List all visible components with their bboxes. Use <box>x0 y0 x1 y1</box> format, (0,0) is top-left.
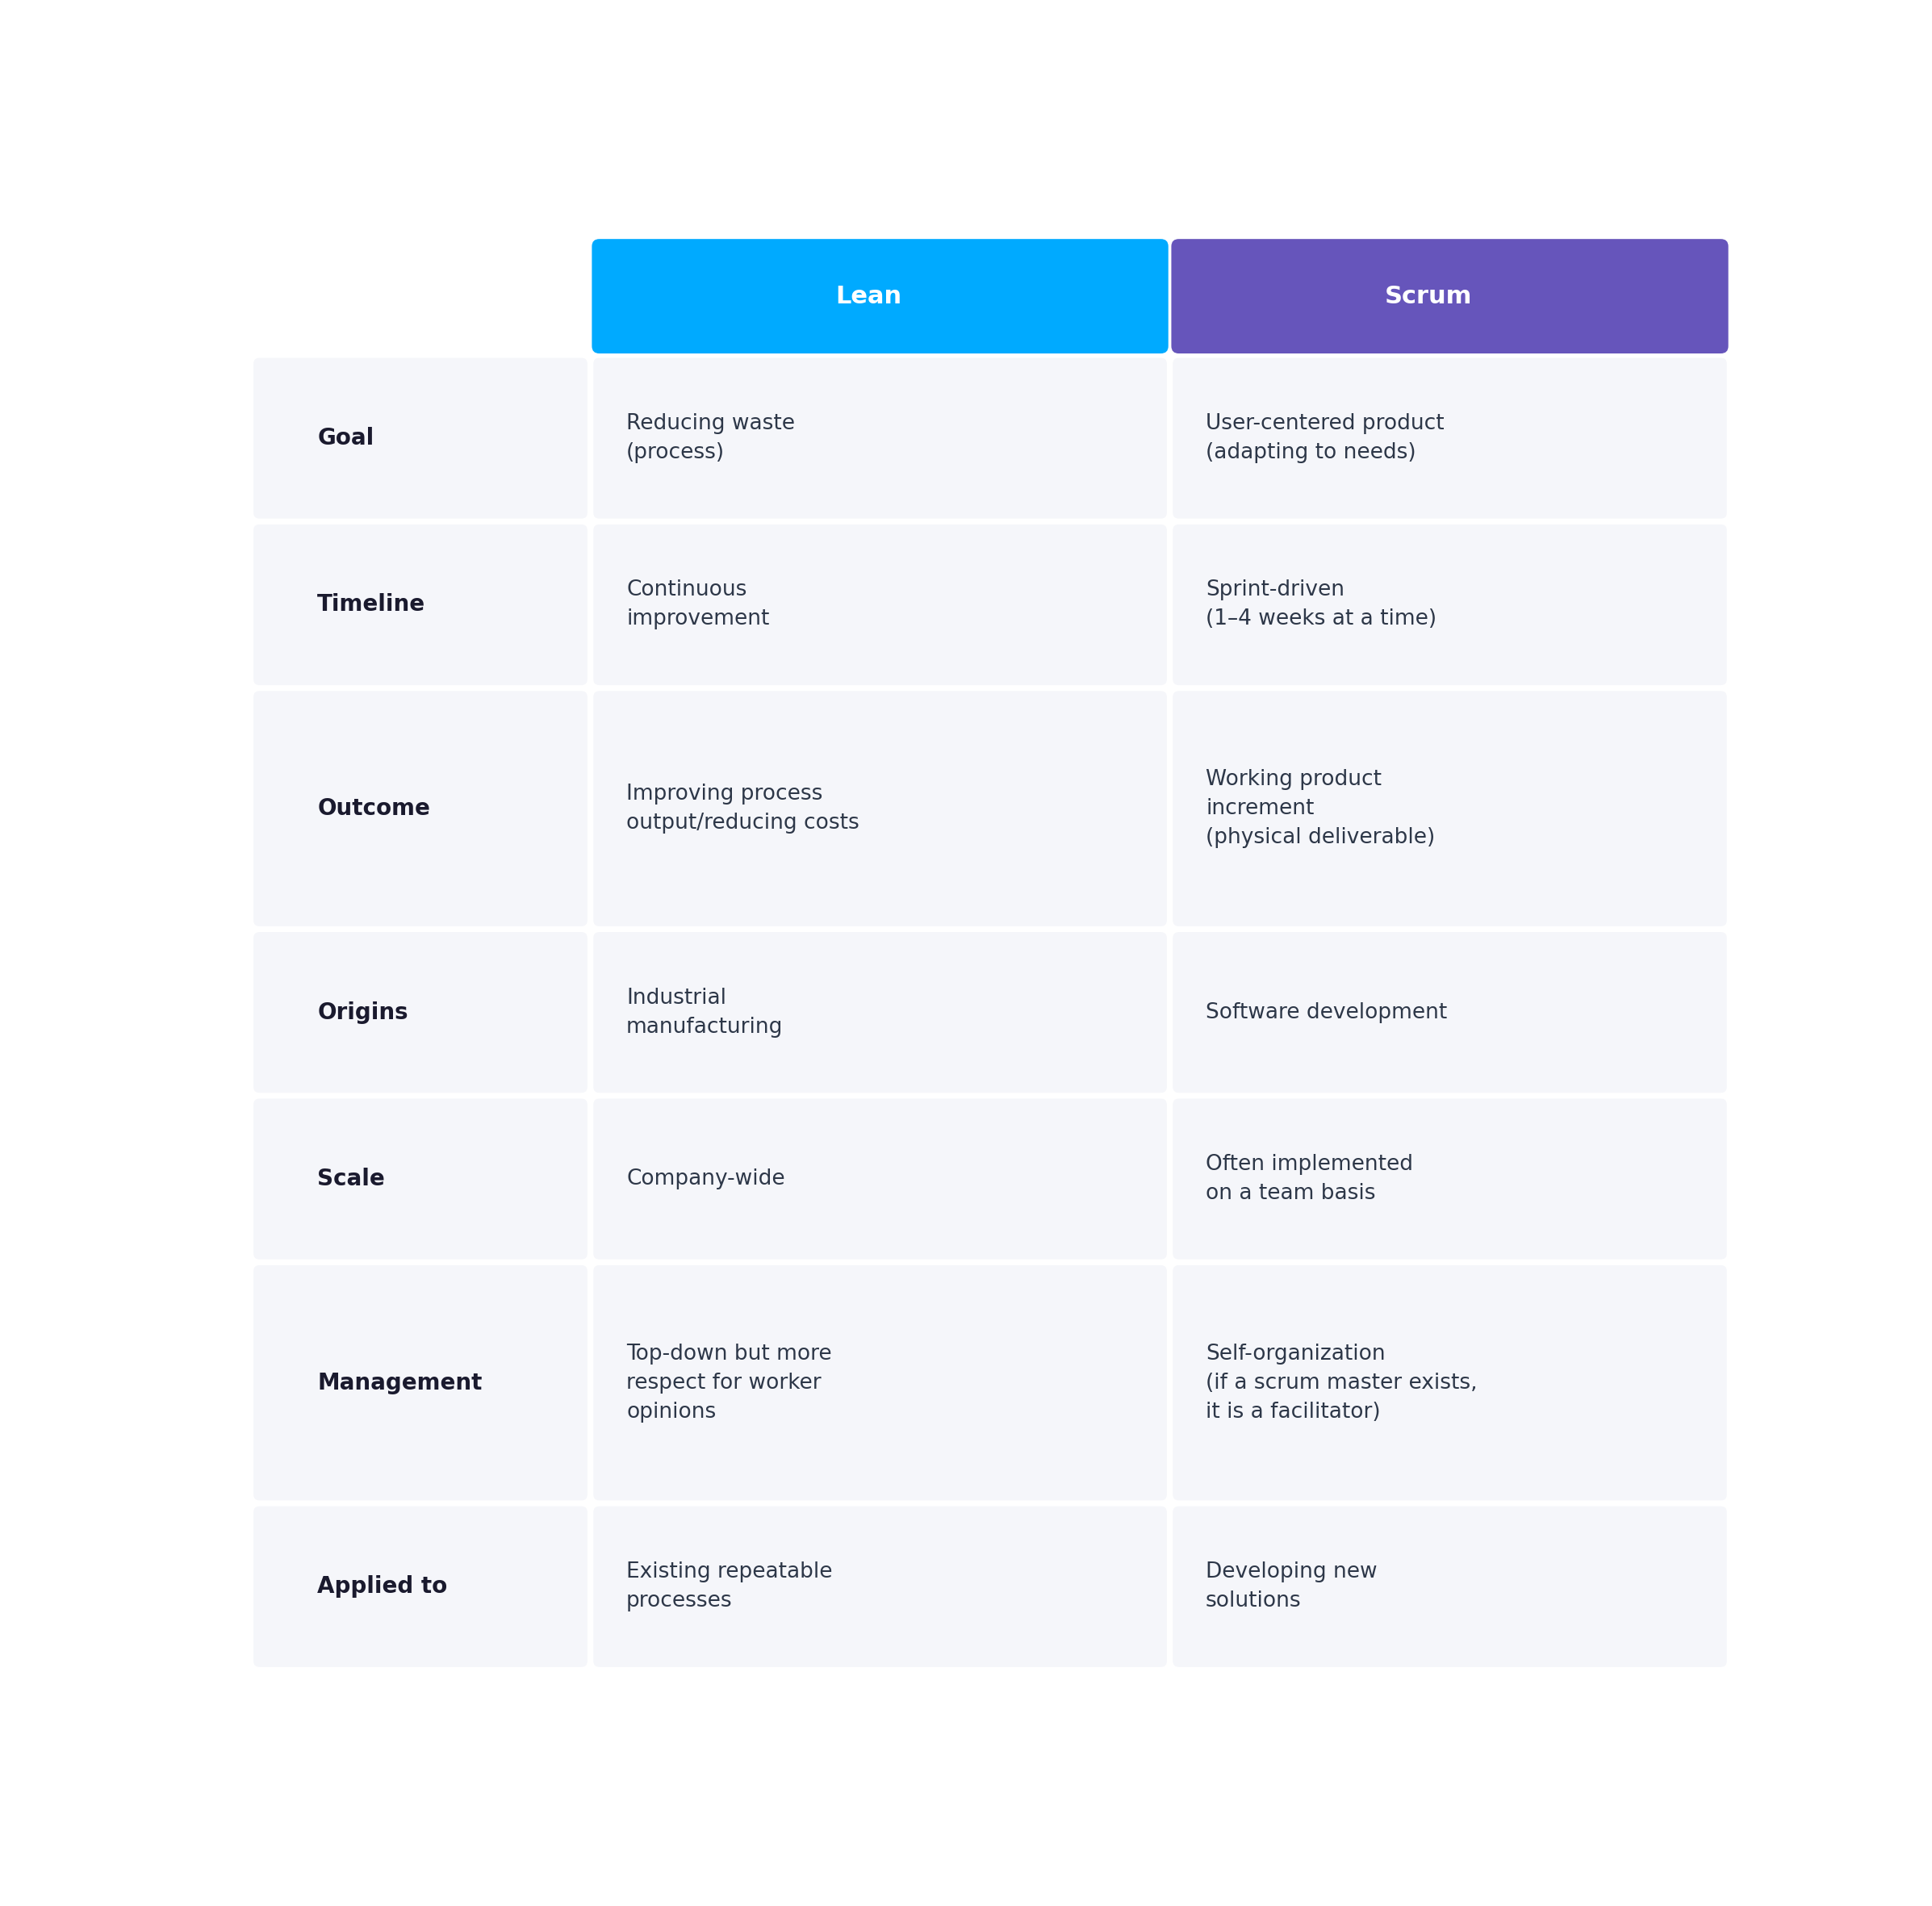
Text: Developing new
solutions: Developing new solutions <box>1206 1561 1378 1612</box>
FancyBboxPatch shape <box>1171 238 1729 353</box>
Text: Often implemented
on a team basis: Often implemented on a team basis <box>1206 1153 1412 1205</box>
FancyBboxPatch shape <box>253 1098 587 1260</box>
FancyBboxPatch shape <box>1173 1266 1727 1500</box>
FancyBboxPatch shape <box>1173 692 1727 926</box>
FancyBboxPatch shape <box>593 524 1167 684</box>
Text: Outcome: Outcome <box>317 797 431 820</box>
FancyBboxPatch shape <box>253 692 587 926</box>
FancyBboxPatch shape <box>253 358 587 518</box>
Text: Sprint-driven
(1–4 weeks at a time): Sprint-driven (1–4 weeks at a time) <box>1206 579 1437 629</box>
Text: Origins: Origins <box>317 1001 408 1024</box>
Text: User-centered product
(adapting to needs): User-centered product (adapting to needs… <box>1206 414 1445 463</box>
Text: Industrial
manufacturing: Industrial manufacturing <box>626 987 782 1037</box>
FancyBboxPatch shape <box>593 932 1167 1092</box>
FancyBboxPatch shape <box>253 524 587 684</box>
Text: Existing repeatable
processes: Existing repeatable processes <box>626 1561 833 1612</box>
FancyBboxPatch shape <box>1173 358 1727 518</box>
FancyBboxPatch shape <box>593 1098 1167 1260</box>
FancyBboxPatch shape <box>593 1506 1167 1668</box>
FancyBboxPatch shape <box>253 1506 587 1668</box>
Text: Software development: Software development <box>1206 1003 1447 1024</box>
Text: Management: Management <box>317 1372 483 1393</box>
Text: Scale: Scale <box>317 1168 384 1191</box>
FancyBboxPatch shape <box>593 1266 1167 1500</box>
FancyBboxPatch shape <box>591 238 1169 353</box>
FancyBboxPatch shape <box>1173 524 1727 684</box>
Text: Working product
increment
(physical deliverable): Working product increment (physical deli… <box>1206 770 1435 848</box>
Text: Continuous
improvement: Continuous improvement <box>626 579 769 629</box>
Text: Applied to: Applied to <box>317 1576 448 1597</box>
Text: Timeline: Timeline <box>317 593 425 616</box>
FancyBboxPatch shape <box>253 1266 587 1500</box>
FancyBboxPatch shape <box>1173 1098 1727 1260</box>
Text: Goal: Goal <box>317 427 375 450</box>
FancyBboxPatch shape <box>1173 1506 1727 1668</box>
Text: Company-wide: Company-wide <box>626 1168 784 1189</box>
Text: Reducing waste
(process): Reducing waste (process) <box>626 414 794 463</box>
Text: Lean: Lean <box>835 284 902 309</box>
FancyBboxPatch shape <box>593 358 1167 518</box>
FancyBboxPatch shape <box>253 932 587 1092</box>
Text: Top-down but more
respect for worker
opinions: Top-down but more respect for worker opi… <box>626 1344 833 1422</box>
FancyBboxPatch shape <box>1173 932 1727 1092</box>
Text: Improving process
output/reducing costs: Improving process output/reducing costs <box>626 783 860 833</box>
Text: Self-organization
(if a scrum master exists,
it is a facilitator): Self-organization (if a scrum master exi… <box>1206 1344 1478 1422</box>
Text: Scrum: Scrum <box>1385 284 1472 309</box>
FancyBboxPatch shape <box>593 692 1167 926</box>
